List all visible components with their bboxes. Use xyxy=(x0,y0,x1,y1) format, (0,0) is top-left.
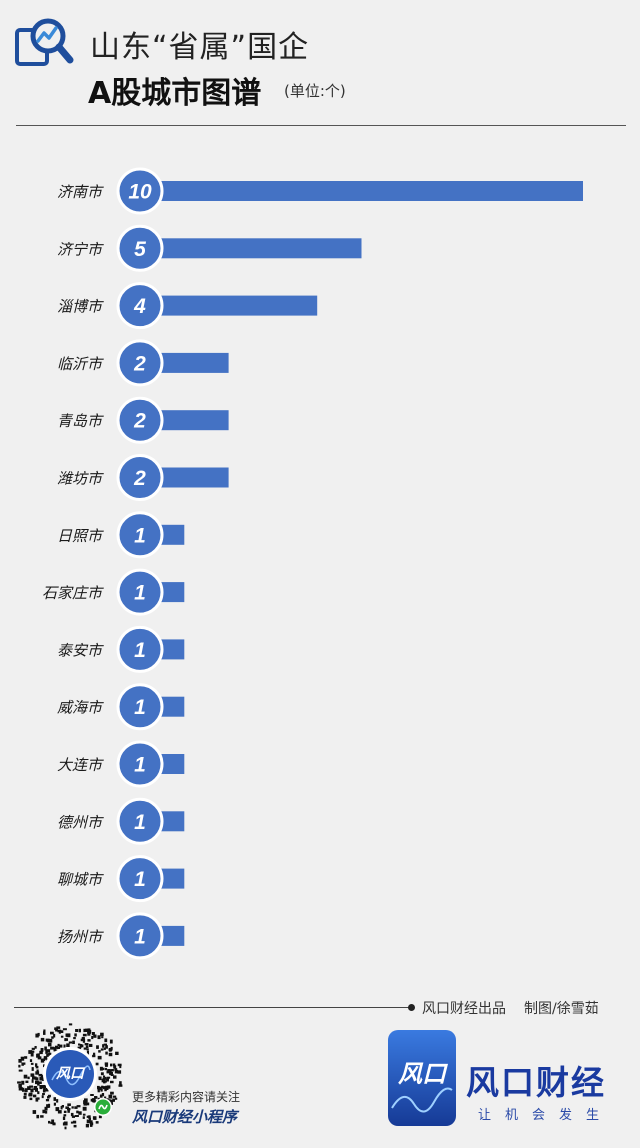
brand-name: 风口财经 xyxy=(466,1063,606,1102)
category-label: 济宁市 xyxy=(57,240,104,258)
value-badge xyxy=(116,167,164,215)
credit-author: 制图/徐雪茹 xyxy=(524,1001,599,1017)
category-label: 泰安市 xyxy=(57,641,104,659)
value-badge xyxy=(116,339,164,387)
category-label: 临沂市 xyxy=(57,355,104,373)
credits: 风口财经出品 制图/徐雪茹 xyxy=(422,998,599,1018)
data-label: 1 xyxy=(134,582,146,605)
bar xyxy=(140,181,583,201)
page-subtitle: A股城市图谱 xyxy=(88,76,262,111)
value-badge xyxy=(116,855,164,903)
bar xyxy=(140,295,318,316)
value-badge xyxy=(116,568,164,616)
value-badge xyxy=(116,454,164,501)
credit-source: 风口财经出品 xyxy=(422,1001,506,1017)
value-badge xyxy=(116,740,164,788)
category-label: 德州市 xyxy=(57,813,104,831)
data-label: 1 xyxy=(134,925,146,948)
value-badge xyxy=(116,625,164,673)
data-label: 2 xyxy=(133,352,146,375)
category-label: 济南市 xyxy=(57,183,104,201)
data-label: 2 xyxy=(133,467,146,490)
brand-slogan: 让机会发生 xyxy=(478,1108,614,1123)
data-label: 1 xyxy=(134,639,146,662)
chart-magnifier-icon xyxy=(15,18,74,66)
brand-logo-icon: 风口 xyxy=(388,1030,456,1126)
qr-logo-text: 风口 xyxy=(56,1065,86,1081)
value-badge xyxy=(116,224,164,272)
data-label: 5 xyxy=(134,238,146,261)
category-label: 青岛市 xyxy=(57,412,104,430)
brand-logo-text: 风口 xyxy=(398,1061,448,1088)
value-badge xyxy=(116,797,164,845)
promo-text: 更多精彩内容请关注 xyxy=(132,1090,241,1104)
value-badge xyxy=(116,912,164,960)
bar-chart: 济南市 10 济宁市 5 淄博市 4 临沂市 2 青岛市 2 潍坊市 2 日照市 1 石家庄市 1 泰安市 1 威海… xyxy=(42,167,583,960)
header-divider xyxy=(16,125,626,126)
data-label: 1 xyxy=(134,524,146,547)
value-badge xyxy=(116,396,164,444)
category-label: 石家庄市 xyxy=(42,584,104,602)
category-label: 潍坊市 xyxy=(57,470,104,488)
data-label: 1 xyxy=(134,696,146,719)
data-label: 10 xyxy=(128,181,152,204)
data-label: 4 xyxy=(133,295,146,318)
footer-divider-dot xyxy=(408,1004,415,1011)
bar xyxy=(140,238,362,259)
value-badge xyxy=(116,683,164,731)
category-label: 聊城市 xyxy=(57,871,104,889)
footer-divider xyxy=(14,1007,412,1008)
value-badge xyxy=(116,282,164,330)
mini-program-qr-code[interactable]: 风口 xyxy=(14,1018,126,1130)
category-label: 大连市 xyxy=(57,756,104,774)
value-badge xyxy=(116,511,164,559)
data-label: 2 xyxy=(133,410,146,433)
page-title: 山东“省属”国企 xyxy=(90,30,310,65)
category-label: 淄博市 xyxy=(57,298,104,316)
data-label: 1 xyxy=(134,754,146,777)
category-label: 扬州市 xyxy=(57,928,104,946)
data-label: 1 xyxy=(134,811,146,834)
category-label: 威海市 xyxy=(57,699,104,717)
promo-mini-program-name: 风口财经小程序 xyxy=(132,1108,238,1126)
unit-label: (单位:个) xyxy=(284,82,346,100)
data-label: 1 xyxy=(134,868,146,891)
category-label: 日照市 xyxy=(57,527,104,545)
